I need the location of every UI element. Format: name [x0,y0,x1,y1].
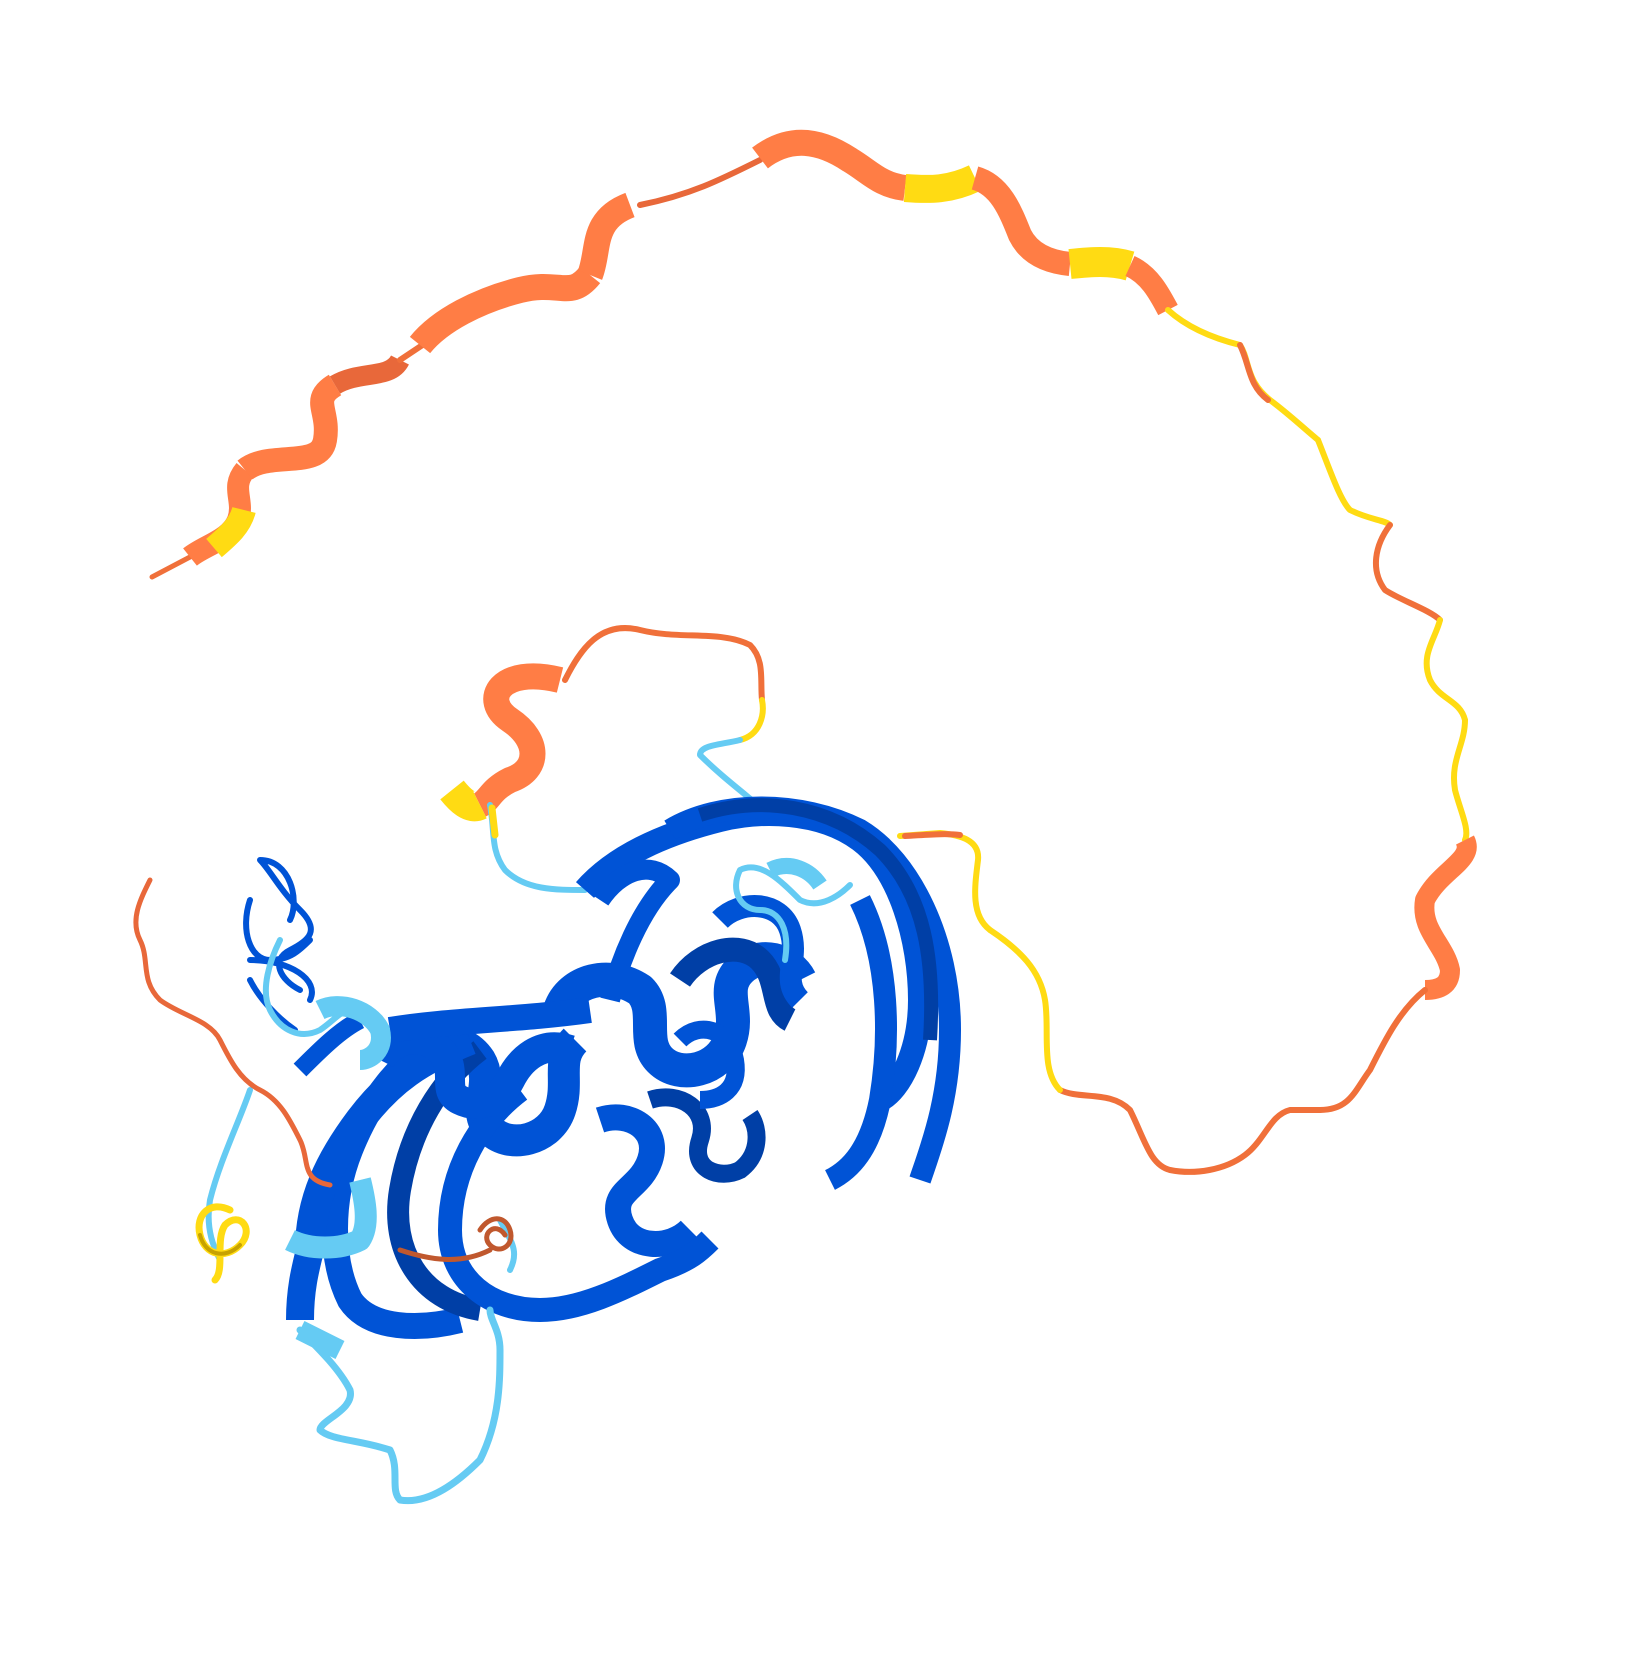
arc-ribbon-3 [329,354,409,394]
light-helix-left [315,996,391,1070]
light-arrow-bottom-left [295,1321,345,1359]
light-strand-right [766,858,827,890]
arc-ribbon-yellow-1 [206,506,256,558]
arc-ribbon-2 [237,374,342,481]
n-terminal-disordered-arc [149,129,1178,580]
arc-tail-start [149,554,193,580]
loop-right-segment-7 [1317,987,1428,1113]
left-strand-4 [295,1026,476,1251]
arc-ribbon-yellow-3 [1068,247,1135,281]
central-helix-3 [670,937,797,1031]
loop-right-helix [1414,835,1477,1000]
core-surface-loops [205,858,853,1505]
top-loop [562,625,765,703]
beta-strand-4 [824,895,897,1190]
top-loop-yellow [737,697,766,743]
loop-right-segment-3 [1315,437,1393,528]
loop-right-segment-2 [1237,342,1271,403]
loop-right-segment-1 [1165,307,1321,443]
lower-helix-3 [673,1020,745,1109]
arc-link-2 [637,157,763,208]
top-left-sheet [387,997,592,1043]
loop-right-segment-10 [987,927,1063,1093]
arc-ribbon-8 [1124,255,1178,316]
lower-helix-2 [647,1088,766,1183]
arc-ribbon-4 [409,266,601,354]
left-tail-orange [133,877,333,1188]
top-left-helix [366,1024,575,1119]
light-strand-left [285,1177,377,1259]
arc-ribbon-6 [752,129,908,201]
long-disordered-loop-right [897,307,1477,1175]
light-loop-right [733,864,853,963]
left-strand-5 [286,1246,324,1321]
arc-ribbon-5 [577,192,636,280]
loop-right-segment-12 [902,831,963,839]
loop-right-segment-8 [1167,1107,1323,1175]
light-loop-center [497,1217,518,1273]
center-knot-orange [397,1216,514,1262]
lower-helix-1 [595,1104,700,1257]
central-helix-4 [712,895,809,1008]
loop-right-segment-5 [1423,617,1468,723]
loop-right-segment-4 [1372,522,1443,623]
top-helix-tail [487,802,588,893]
beta-strand-3 [697,798,939,1041]
arc-ribbon-7 [970,166,1072,276]
loop-right-segment-6 [1451,717,1470,843]
light-loop-upper-left [262,937,363,1037]
top-helix-yellow [440,780,487,822]
top-helix-tail-yellow [488,804,499,839]
upper-left-strand [293,1011,365,1077]
light-loop-far-left [205,1087,253,1263]
arc-ribbon-yellow-2 [903,165,982,203]
left-tail-yellow-knot-shade [198,1233,242,1256]
small-helix-top-center [440,625,773,893]
central-helix-1 [543,942,816,1088]
loop-right-segment-9 [1057,1087,1173,1173]
top-helix [473,663,564,817]
light-loop-bottom [296,1306,504,1505]
left-strand-3 [438,1080,719,1322]
left-terminal-tail [133,877,514,1284]
